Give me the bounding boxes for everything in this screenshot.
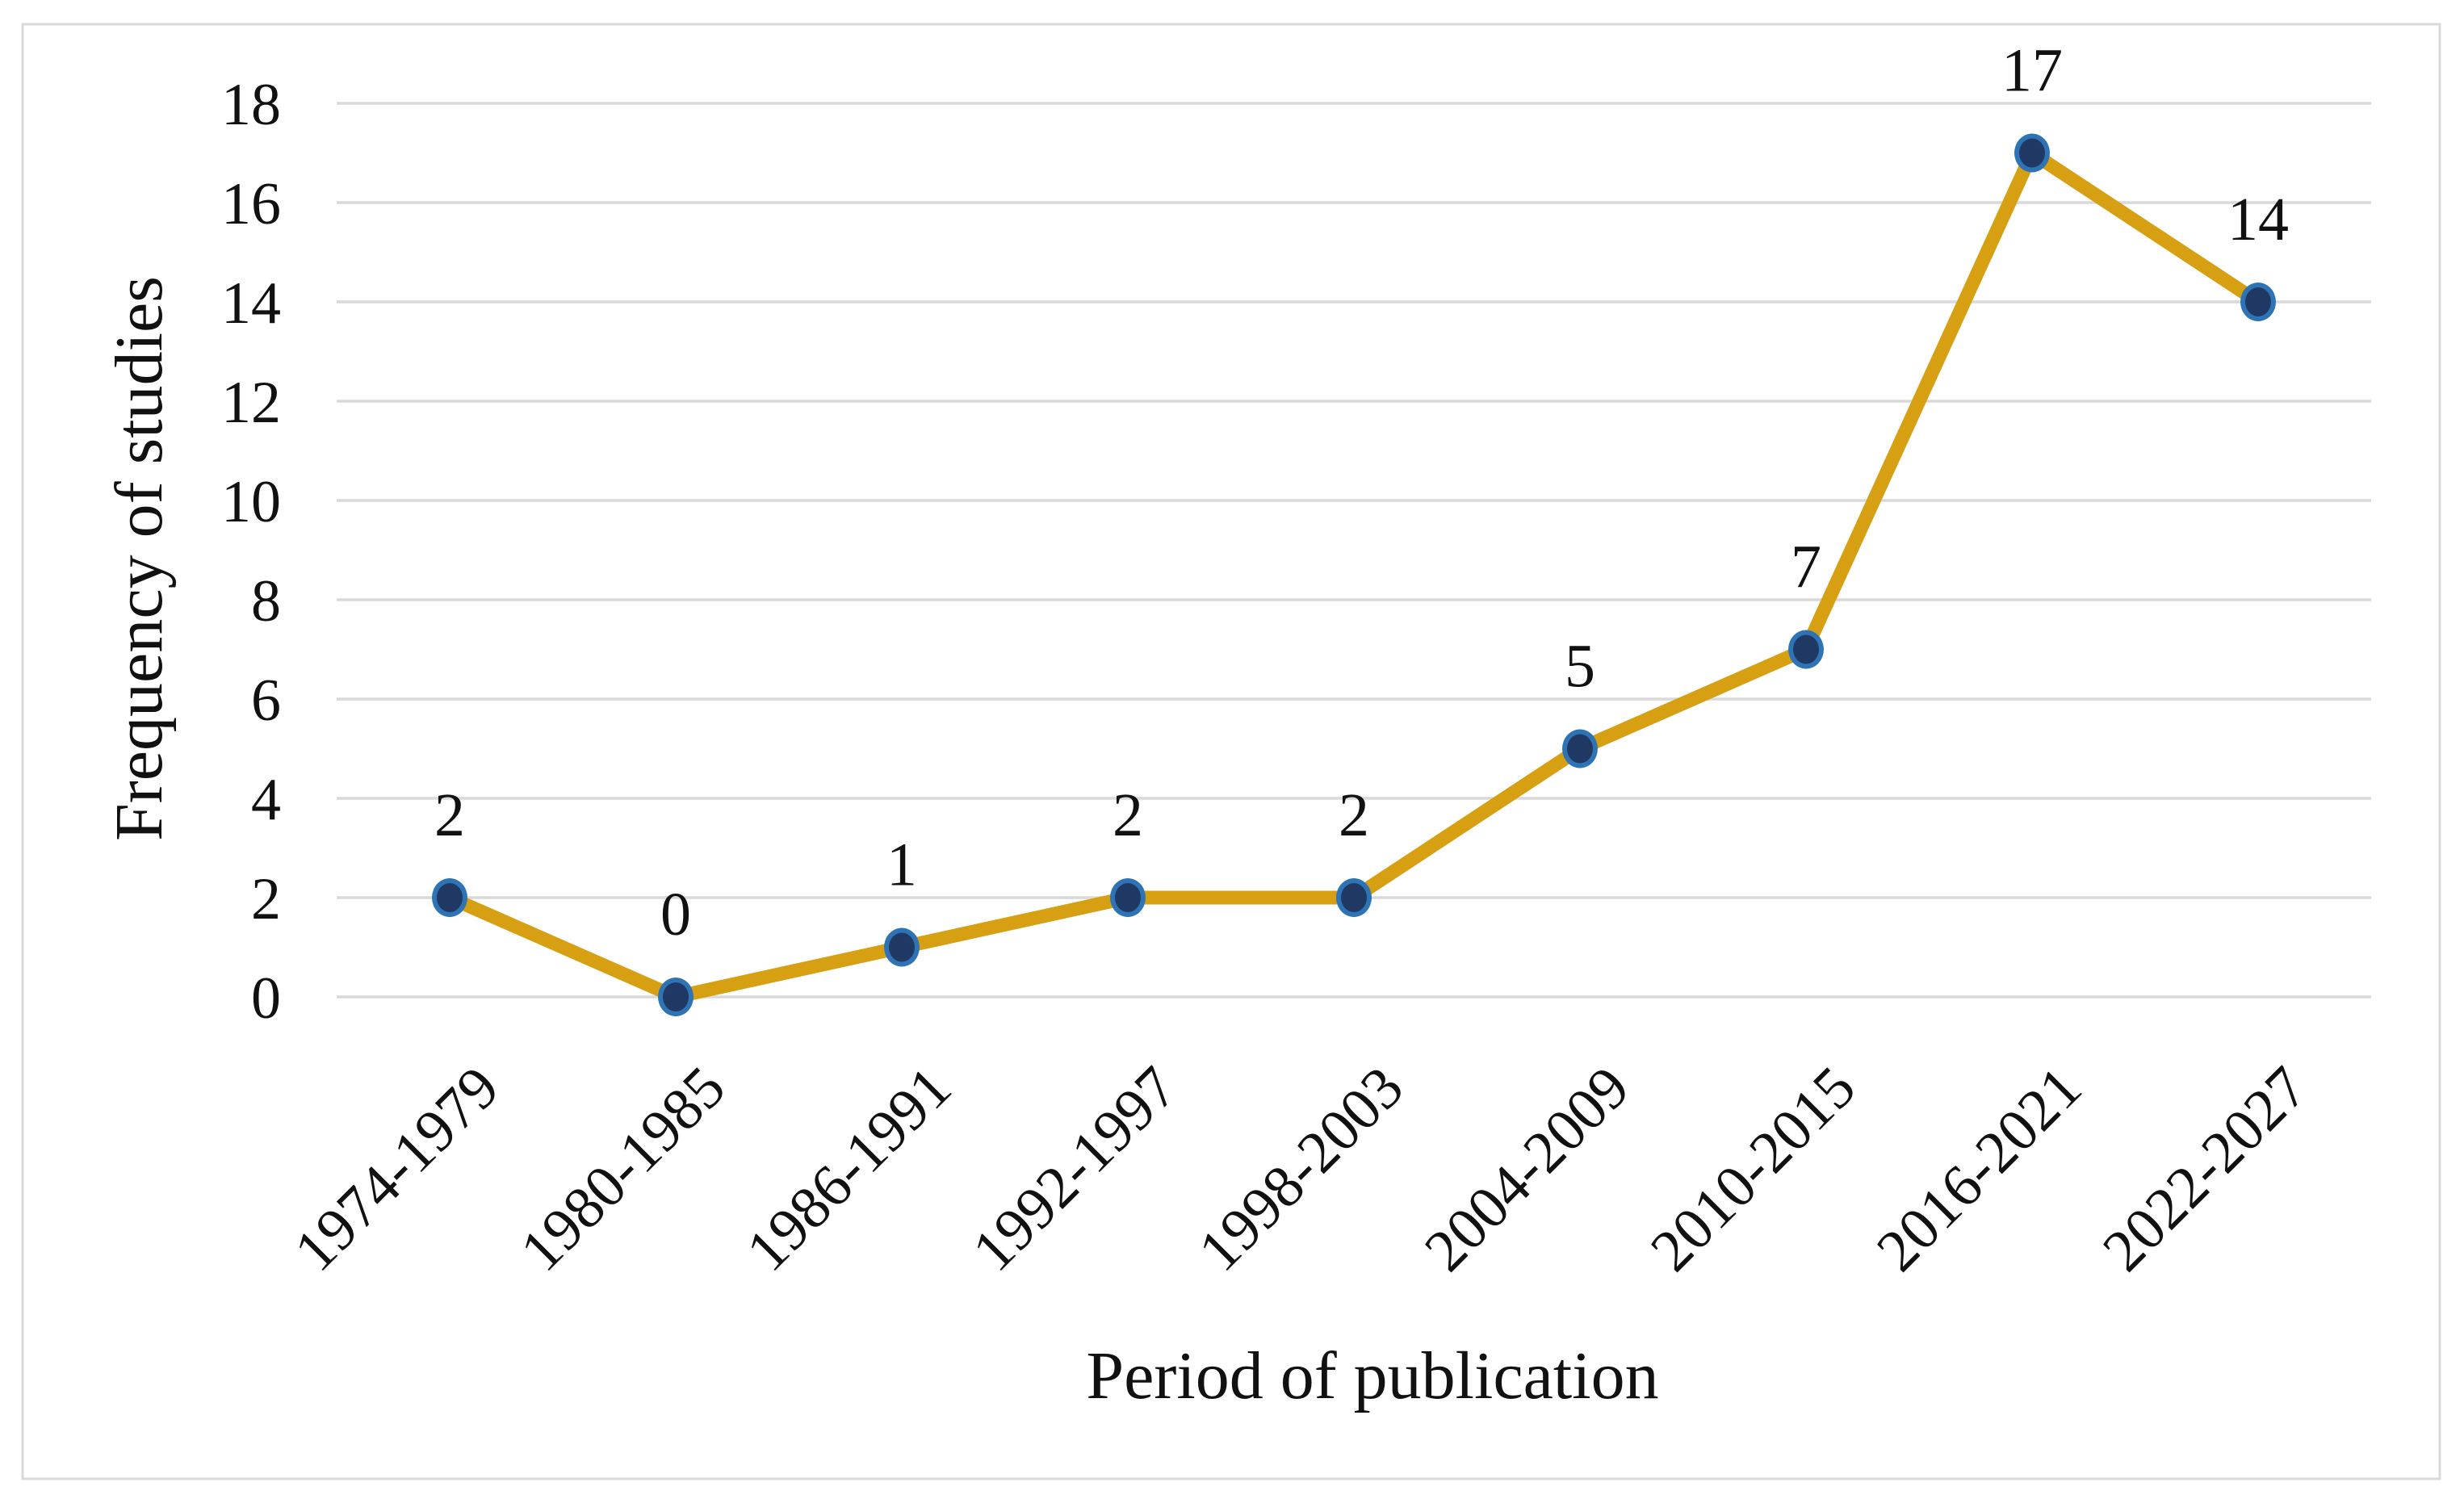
data-label: 5: [1565, 633, 1595, 701]
figure-border: [21, 23, 2441, 1480]
data-label: 14: [2227, 186, 2289, 253]
gridlines: [337, 102, 2371, 999]
y-axis-title: Frequency of studies: [102, 276, 177, 841]
data-point-marker: [1567, 734, 1593, 764]
x-axis-title: Period of publication: [1086, 1338, 1658, 1413]
data-label: 2: [434, 781, 465, 849]
y-tick-label: 10: [221, 469, 281, 535]
data-label: 2: [1113, 781, 1143, 849]
data-point-marker: [2245, 287, 2271, 316]
data-point-marker: [889, 932, 915, 962]
data-label: 17: [2001, 37, 2063, 105]
data-point-marker: [437, 883, 463, 912]
y-tick-label: 16: [221, 171, 281, 237]
data-series: [432, 133, 2276, 1016]
x-tick-label: 1974-1979: [282, 1054, 512, 1284]
data-point-marker: [1115, 883, 1141, 912]
x-tick-label: 2016-2021: [1864, 1054, 2094, 1284]
y-tick-label: 0: [251, 965, 281, 1032]
y-tick-label: 4: [251, 767, 281, 833]
data-label: 2: [1339, 781, 1369, 849]
x-tick-label: 1980-1985: [508, 1054, 738, 1284]
data-label: 1: [886, 831, 917, 899]
x-axis-tick-labels: 1974-19791980-19851986-19911992-19971998…: [282, 1054, 2320, 1284]
y-tick-label: 6: [251, 668, 281, 734]
data-point-marker: [1341, 883, 1367, 912]
data-point-marker: [2019, 138, 2045, 168]
y-tick-label: 12: [221, 370, 281, 436]
y-tick-label: 18: [221, 72, 281, 138]
data-point-marker: [663, 982, 689, 1011]
x-tick-label: 2004-2009: [1412, 1054, 1642, 1284]
data-label: 0: [660, 881, 691, 948]
y-tick-label: 8: [251, 568, 281, 634]
x-tick-label: 1992-1997: [960, 1054, 1190, 1284]
data-labels: 2 0 1 2 2 5 7 17 14: [434, 37, 2289, 949]
x-tick-label: 1998-2003: [1186, 1054, 1416, 1284]
y-axis-tick-labels: 0 2 4 6 8 10 12 14 16 18: [221, 72, 281, 1032]
data-point-marker: [1793, 634, 1819, 664]
x-tick-label: 2022-2027: [2090, 1054, 2320, 1284]
data-label: 7: [1791, 534, 1821, 601]
x-tick-label: 1986-1991: [734, 1054, 964, 1284]
y-tick-label: 2: [251, 866, 281, 932]
y-tick-label: 14: [221, 270, 281, 337]
series-line: [442, 146, 2265, 1004]
x-tick-label: 2010-2015: [1638, 1054, 1868, 1284]
